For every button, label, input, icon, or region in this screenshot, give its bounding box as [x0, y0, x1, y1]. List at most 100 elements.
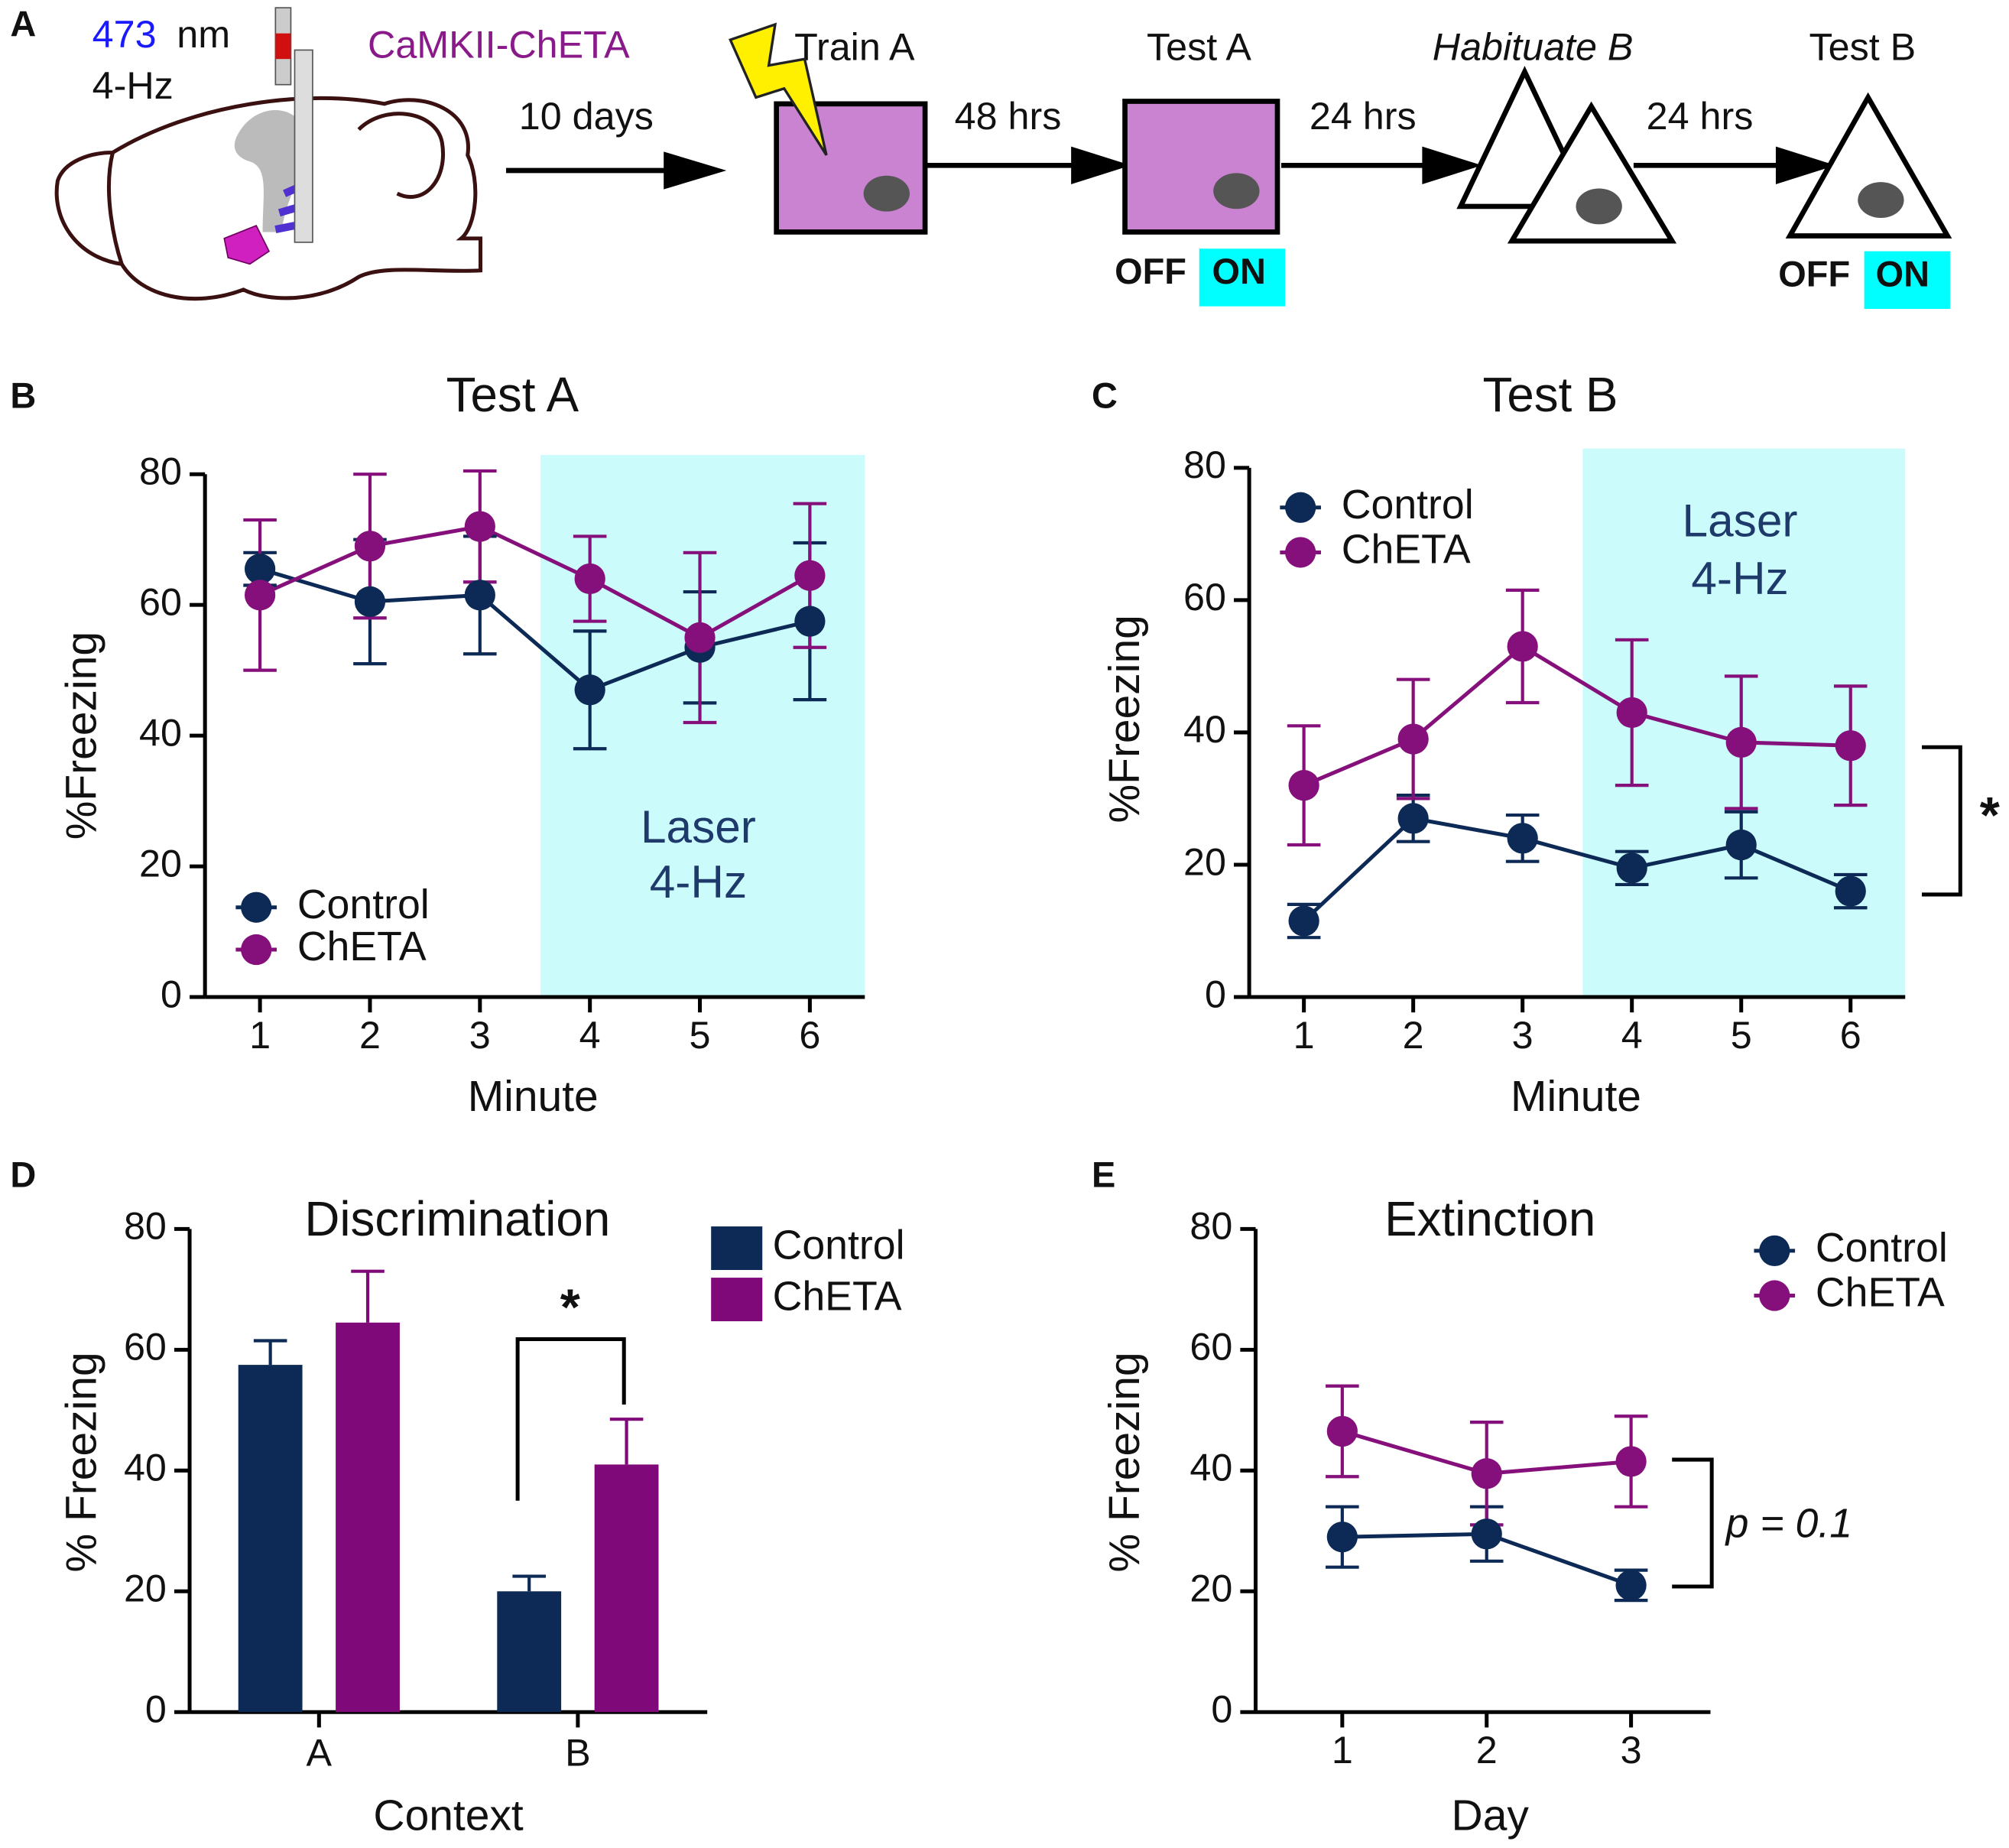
- series-line: [1303, 644, 1851, 788]
- interval: 48 hrs: [955, 94, 1062, 138]
- laser-state: ON: [1876, 255, 1929, 294]
- x-tick-label: 1: [249, 1013, 271, 1057]
- x-tick-label: 1: [1332, 1728, 1353, 1772]
- stage: Test B: [1809, 25, 1917, 69]
- legend-label: Control: [297, 882, 430, 927]
- stage: Test A: [1147, 25, 1251, 69]
- error-bar: [351, 1269, 385, 1323]
- y-tick-label: 40: [1183, 707, 1226, 751]
- x-tick-label: 6: [799, 1013, 820, 1057]
- interval: 10 days: [519, 94, 654, 138]
- y-tick-label: 80: [124, 1204, 167, 1248]
- arrows: [506, 146, 1836, 190]
- legend-label: Control: [1342, 482, 1474, 528]
- significance-bracket: [515, 1337, 626, 1501]
- context-b: [1507, 101, 1677, 244]
- x-tick-label: 3: [1512, 1013, 1534, 1057]
- y-axis-label: %Freezing: [57, 632, 106, 840]
- wavelength-unit: nm: [177, 12, 230, 56]
- interval: 24 hrs: [1310, 94, 1417, 138]
- laser-state: OFF: [1778, 255, 1850, 294]
- on-box: [1864, 251, 1950, 310]
- data-point: [244, 580, 276, 611]
- cannula: [294, 49, 313, 243]
- significance-bracket: [1672, 1457, 1714, 1589]
- y-tick-label: 60: [1189, 1325, 1232, 1369]
- legend-marker: [241, 892, 272, 923]
- data-point: [1615, 1570, 1647, 1601]
- panel-label: E: [1092, 1155, 1115, 1195]
- chart-title: Test A: [446, 368, 579, 422]
- data-point: [354, 586, 386, 618]
- y-tick-label: 40: [139, 710, 182, 754]
- y-tick-label: 20: [124, 1567, 167, 1610]
- data-point: [1616, 853, 1647, 884]
- stage: Habituate B: [1433, 25, 1634, 69]
- laser-state: OFF: [1115, 252, 1186, 291]
- mice: [863, 173, 1904, 225]
- laser: [275, 33, 291, 60]
- y-tick-label: 60: [124, 1325, 167, 1369]
- x-tick-label: 4: [579, 1013, 601, 1057]
- data-point: [1397, 803, 1429, 834]
- data-point: [1507, 631, 1538, 662]
- data-point: [464, 511, 495, 542]
- panel-label: D: [10, 1155, 36, 1195]
- data-point: [244, 554, 276, 585]
- data-point: [1835, 730, 1866, 762]
- y-tick-label: 80: [139, 449, 182, 492]
- series-line: [259, 567, 810, 693]
- y-tick-label: 60: [1183, 575, 1226, 619]
- panel-label: A: [10, 5, 36, 44]
- chart-title: Test B: [1483, 368, 1618, 422]
- shade-label: Laser: [1683, 495, 1798, 547]
- data-point: [574, 674, 605, 706]
- data-point: [354, 531, 386, 562]
- legend-swatch: [711, 1278, 763, 1322]
- y-tick-label: 60: [139, 580, 182, 623]
- x-tick-label: 3: [1621, 1728, 1642, 1772]
- laser-state: ON: [1212, 252, 1266, 291]
- legend-label: ChETA: [1342, 527, 1471, 573]
- x-tick-label: B: [565, 1731, 591, 1775]
- chart-title: Discrimination: [304, 1192, 610, 1246]
- annotation: *: [1980, 787, 2001, 844]
- y-tick-label: 0: [1205, 972, 1226, 1015]
- shade-label: 4-Hz: [650, 856, 747, 908]
- x-tick-label: 3: [469, 1013, 491, 1057]
- x-tick-label: 5: [690, 1013, 711, 1057]
- legend-marker: [1759, 1280, 1790, 1311]
- injection-site: [223, 225, 271, 265]
- shade-label: Laser: [641, 801, 756, 853]
- x-tick-label: 1: [1293, 1013, 1315, 1057]
- panel-label: C: [1092, 376, 1118, 416]
- legend-marker: [1285, 492, 1316, 523]
- bar: [336, 1322, 400, 1713]
- bar: [594, 1464, 659, 1713]
- data-point: [1397, 723, 1429, 755]
- x-axis-label: Day: [1452, 1791, 1530, 1840]
- data-point: [1616, 697, 1647, 729]
- legend-label: ChETA: [297, 924, 427, 969]
- legend-marker: [241, 934, 272, 966]
- data-point: [794, 560, 826, 591]
- y-tick-label: 80: [1183, 443, 1226, 486]
- y-tick-label: 40: [1189, 1446, 1232, 1489]
- x-axis-label: Minute: [1511, 1072, 1641, 1121]
- y-tick-label: 20: [1183, 840, 1226, 883]
- data-point: [464, 580, 495, 611]
- y-tick-label: 40: [124, 1446, 167, 1489]
- hippocampus: [234, 109, 306, 232]
- legend-marker: [1759, 1235, 1790, 1266]
- chart: Extinction Day % Freezing 0 20 40 60 80 1 2 3 Contr…: [1100, 1192, 1948, 1840]
- y-tick-label: 20: [139, 841, 182, 885]
- wavelength: 473: [92, 12, 157, 56]
- data-point: [1288, 770, 1319, 801]
- x-tick-label: 6: [1840, 1013, 1861, 1057]
- x-tick-label: 5: [1731, 1013, 1752, 1057]
- y-axis-label: %Freezing: [1100, 615, 1149, 823]
- bar: [238, 1365, 303, 1713]
- y-tick-label: 0: [161, 972, 182, 1015]
- data-point: [1326, 1415, 1358, 1447]
